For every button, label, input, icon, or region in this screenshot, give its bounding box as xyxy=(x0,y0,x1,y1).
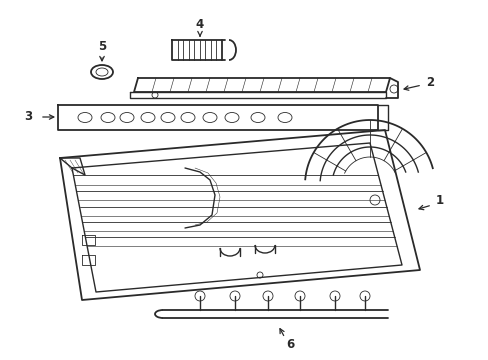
Text: 1: 1 xyxy=(435,194,443,207)
Text: 2: 2 xyxy=(425,76,433,89)
Text: 5: 5 xyxy=(98,40,106,54)
Text: 6: 6 xyxy=(285,338,293,351)
Text: 4: 4 xyxy=(196,18,203,31)
Text: 3: 3 xyxy=(24,111,32,123)
